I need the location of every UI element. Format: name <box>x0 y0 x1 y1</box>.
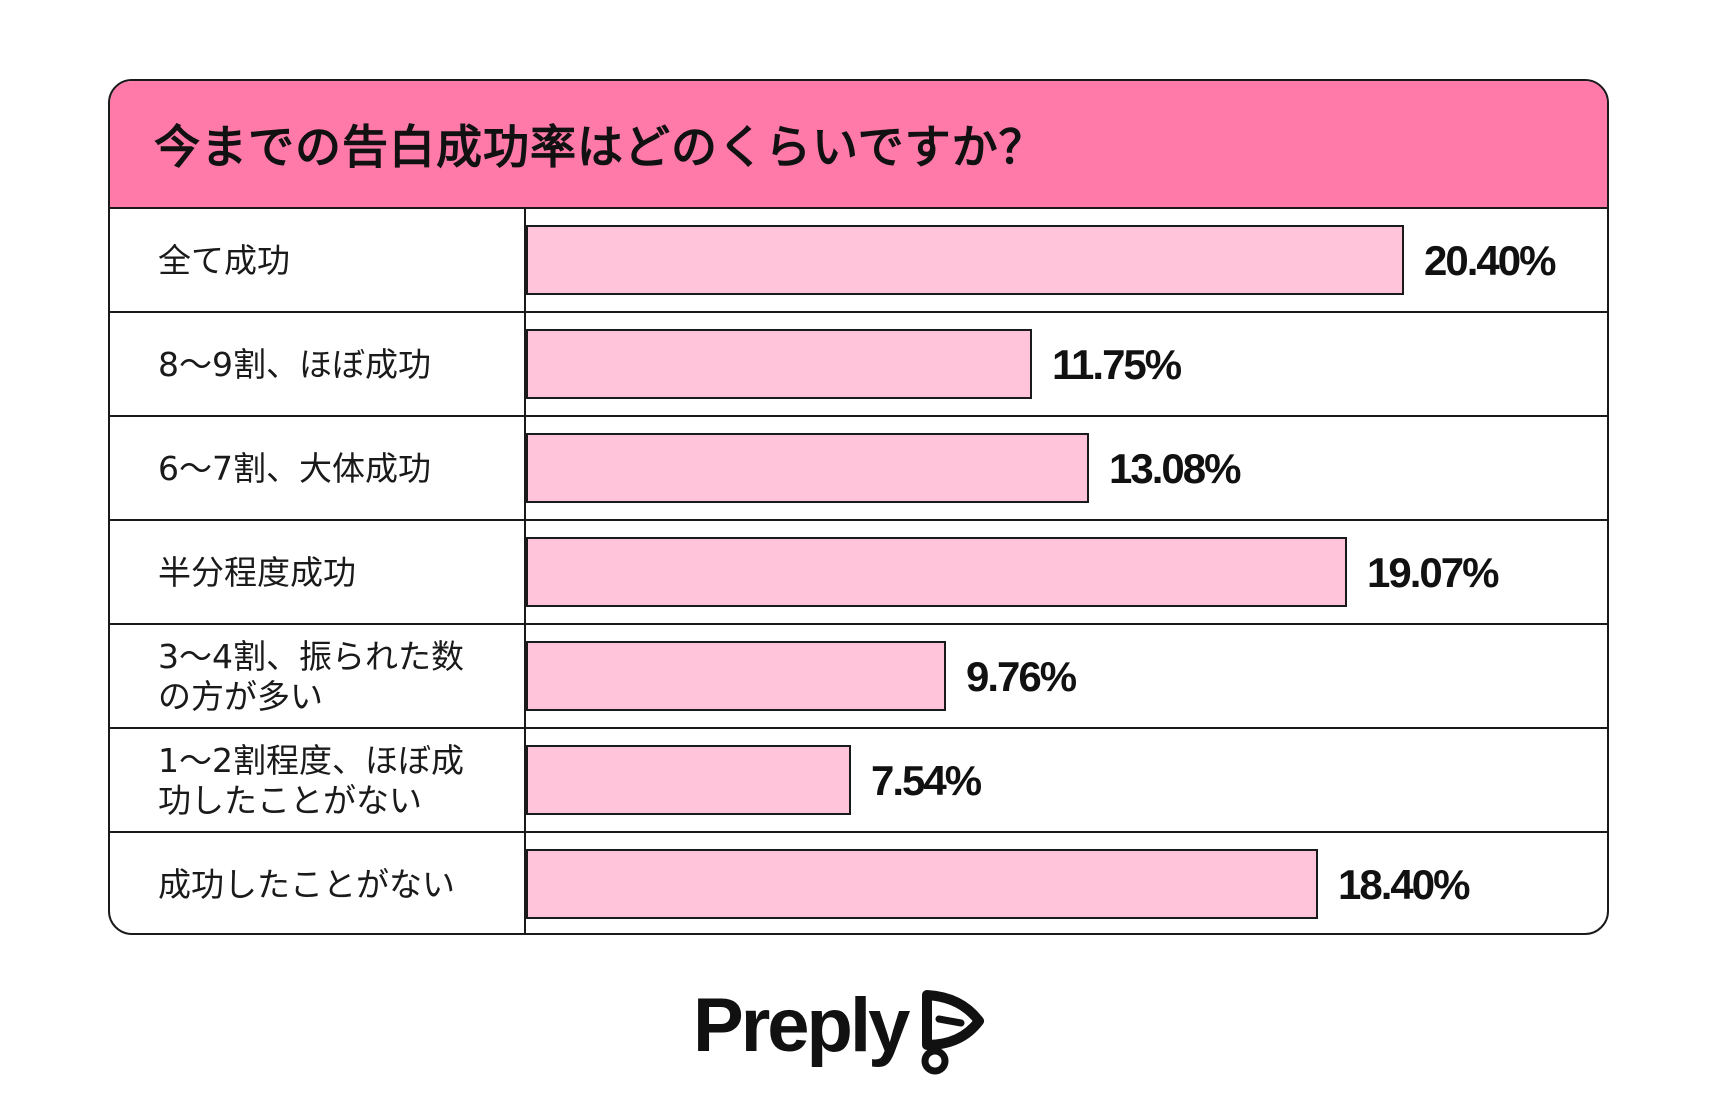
category-label: 1〜2割程度、ほぼ成 功したことがない <box>158 729 508 833</box>
chart-body: 全て成功 20.40% 8〜9割、ほぼ成功 11.75% 6〜7割、大体成功 13.08%… <box>110 209 1607 933</box>
bar <box>526 849 1318 919</box>
category-label: 成功したことがない <box>158 833 508 933</box>
value-label: 19.07% <box>1367 549 1499 596</box>
category-label-line: 3〜4割、振られた数 <box>158 637 464 676</box>
category-label-line: の方が多い <box>158 677 323 716</box>
category-label-line: 全て成功 <box>158 241 290 280</box>
chart-title: 今までの告白成功率はどのくらいですか？ <box>154 120 1046 174</box>
chart-row: 全て成功 20.40% <box>110 209 1607 313</box>
category-label: 6〜7割、大体成功 <box>158 417 508 521</box>
chart-row: 3〜4割、振られた数 の方が多い 9.76% <box>110 625 1607 729</box>
chart-row: 1〜2割程度、ほぼ成 功したことがない 7.54% <box>110 729 1607 833</box>
chart-row: 半分程度成功 19.07% <box>110 521 1607 625</box>
category-label-line: 8〜9割、ほぼ成功 <box>158 345 431 384</box>
category-label: 全て成功 <box>158 209 508 313</box>
category-label-line: 成功したことがない <box>158 865 455 904</box>
bar <box>526 225 1404 295</box>
value-label: 18.40% <box>1338 861 1470 908</box>
category-label-line: 1〜2割程度、ほぼ成 <box>158 741 464 780</box>
bar <box>526 433 1089 503</box>
bar <box>526 329 1032 399</box>
value-label: 7.54% <box>871 757 982 804</box>
category-label: 8〜9割、ほぼ成功 <box>158 313 508 417</box>
value-label: 13.08% <box>1109 445 1241 492</box>
category-label: 半分程度成功 <box>158 521 508 625</box>
chart-header: 今までの告白成功率はどのくらいですか？ <box>110 81 1607 209</box>
category-label-line: 功したことがない <box>158 781 422 820</box>
chart-row: 6〜7割、大体成功 13.08% <box>110 417 1607 521</box>
chart-row: 成功したことがない 18.40% <box>110 833 1607 933</box>
value-label: 20.40% <box>1424 237 1556 284</box>
chart-row: 8〜9割、ほぼ成功 11.75% <box>110 313 1607 417</box>
bar <box>526 641 946 711</box>
chart-card: 今までの告白成功率はどのくらいですか？ 全て成功 20.40% 8〜9割、ほぼ成功 1… <box>108 79 1609 935</box>
bar <box>526 745 851 815</box>
value-label: 11.75% <box>1052 341 1182 388</box>
brand-name: Preply <box>693 982 910 1068</box>
bar <box>526 537 1347 607</box>
category-label-line: 6〜7割、大体成功 <box>158 449 431 488</box>
label-divider <box>524 209 526 933</box>
brand-logo: Preply <box>693 980 987 1075</box>
value-label: 9.76% <box>966 653 1077 700</box>
preply-logo-icon <box>921 990 985 1075</box>
category-label: 3〜4割、振られた数 の方が多い <box>158 625 508 729</box>
category-label-line: 半分程度成功 <box>158 553 356 592</box>
